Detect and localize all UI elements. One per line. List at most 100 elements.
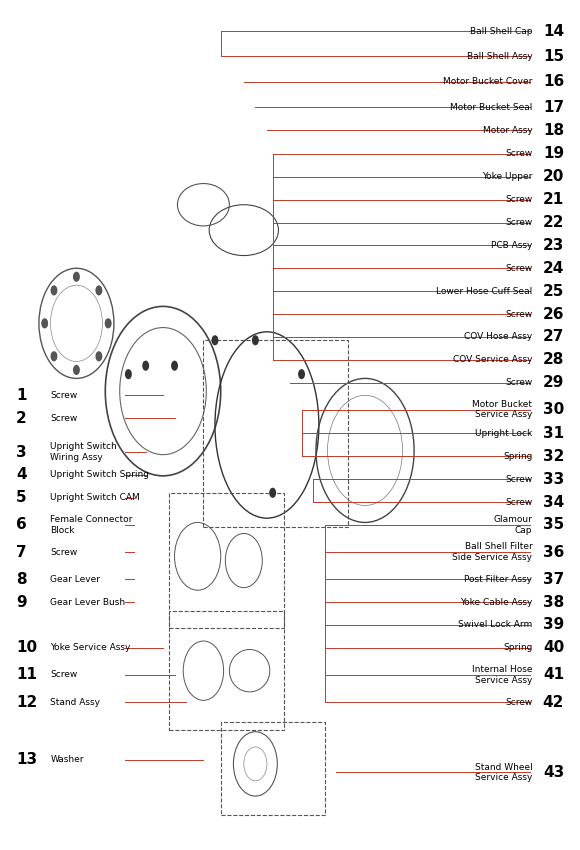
Circle shape — [73, 272, 80, 282]
Text: 33: 33 — [543, 472, 564, 487]
Text: Ball Shell Cap: Ball Shell Cap — [470, 26, 532, 36]
Text: 12: 12 — [16, 694, 37, 710]
Text: 18: 18 — [543, 122, 564, 138]
Text: Screw: Screw — [505, 218, 532, 227]
Text: Screw: Screw — [505, 497, 532, 507]
Text: Screw: Screw — [505, 474, 532, 484]
Circle shape — [96, 351, 102, 361]
Text: 1: 1 — [16, 388, 26, 403]
Text: COV Hose Assy: COV Hose Assy — [464, 332, 532, 342]
Text: Washer: Washer — [50, 755, 84, 764]
Text: 43: 43 — [543, 765, 564, 779]
Text: Upright Lock: Upright Lock — [475, 429, 532, 438]
Text: 26: 26 — [543, 307, 564, 321]
Text: 29: 29 — [543, 375, 564, 390]
Text: Screw: Screw — [505, 309, 532, 319]
Text: 19: 19 — [543, 146, 564, 162]
Text: COV Service Assy: COV Service Assy — [453, 355, 532, 365]
Text: 17: 17 — [543, 99, 564, 115]
Text: 42: 42 — [543, 694, 564, 710]
Text: Yoke Service Assy: Yoke Service Assy — [50, 643, 131, 652]
Text: 25: 25 — [543, 284, 564, 298]
Text: Swivel Lock Arm: Swivel Lock Arm — [458, 620, 532, 630]
Bar — [169, 493, 284, 628]
Text: 11: 11 — [16, 667, 37, 683]
Text: 7: 7 — [16, 545, 27, 559]
Text: Gear Lever Bush: Gear Lever Bush — [50, 598, 126, 607]
Text: Yoke Cable Assy: Yoke Cable Assy — [460, 598, 532, 607]
Text: Ball Shell Assy: Ball Shell Assy — [467, 52, 532, 61]
Text: 16: 16 — [543, 75, 564, 89]
Text: Internal Hose
Service Assy: Internal Hose Service Assy — [472, 666, 532, 684]
Text: Female Connector
Block: Female Connector Block — [50, 515, 133, 535]
Circle shape — [96, 286, 102, 296]
Text: 14: 14 — [543, 24, 564, 38]
Text: Glamour
Cap: Glamour Cap — [494, 515, 532, 535]
Text: PCB Assy: PCB Assy — [491, 241, 532, 250]
Text: Screw: Screw — [50, 391, 78, 399]
Text: Spring: Spring — [503, 452, 532, 461]
Text: Screw: Screw — [50, 414, 78, 422]
Text: 31: 31 — [543, 426, 564, 441]
Text: 35: 35 — [543, 518, 564, 532]
Text: 40: 40 — [543, 640, 564, 655]
Circle shape — [105, 318, 111, 328]
Text: 5: 5 — [16, 490, 27, 506]
Text: 24: 24 — [543, 261, 564, 275]
Circle shape — [171, 360, 178, 371]
Circle shape — [298, 369, 305, 379]
Text: Stand Wheel
Service Assy: Stand Wheel Service Assy — [474, 762, 532, 782]
Text: 39: 39 — [543, 617, 564, 632]
Text: 8: 8 — [16, 572, 27, 586]
Text: Screw: Screw — [50, 671, 78, 679]
Text: 13: 13 — [16, 752, 37, 768]
Text: 34: 34 — [543, 495, 564, 510]
Text: Upright Switch CAM: Upright Switch CAM — [50, 493, 140, 502]
Text: 9: 9 — [16, 594, 27, 609]
Text: Motor Bucket
Service Assy: Motor Bucket Service Assy — [473, 400, 532, 419]
Text: Spring: Spring — [503, 643, 532, 652]
Text: Screw: Screw — [50, 547, 78, 557]
Bar — [169, 611, 284, 730]
Circle shape — [269, 488, 276, 498]
Text: Motor Bucket Cover: Motor Bucket Cover — [443, 77, 532, 87]
Circle shape — [73, 365, 80, 375]
Text: Screw: Screw — [505, 698, 532, 706]
Text: Motor Assy: Motor Assy — [483, 126, 532, 134]
Text: Motor Bucket Seal: Motor Bucket Seal — [450, 103, 532, 112]
Text: 36: 36 — [543, 545, 564, 559]
Circle shape — [142, 360, 149, 371]
Text: 4: 4 — [16, 468, 27, 483]
Circle shape — [252, 335, 259, 345]
Text: 38: 38 — [543, 594, 564, 609]
Text: Screw: Screw — [505, 150, 532, 158]
Text: Screw: Screw — [505, 378, 532, 387]
Circle shape — [50, 351, 57, 361]
Text: 37: 37 — [543, 572, 564, 586]
Text: Gear Lever: Gear Lever — [50, 575, 100, 584]
Text: Stand Assy: Stand Assy — [50, 698, 100, 706]
Text: 23: 23 — [543, 238, 564, 253]
Text: 32: 32 — [543, 449, 564, 464]
Text: Screw: Screw — [505, 196, 532, 204]
Text: 41: 41 — [543, 667, 564, 683]
Text: Ball Shell Filter
Side Service Assy: Ball Shell Filter Side Service Assy — [452, 542, 532, 562]
Text: Yoke Upper: Yoke Upper — [482, 173, 532, 181]
Text: 28: 28 — [543, 352, 564, 367]
Bar — [204, 340, 348, 527]
Circle shape — [41, 318, 48, 328]
Text: Upright Switch
Wiring Assy: Upright Switch Wiring Assy — [50, 442, 117, 462]
Bar — [221, 722, 325, 814]
Text: Lower Hose Cuff Seal: Lower Hose Cuff Seal — [436, 286, 532, 296]
Text: 15: 15 — [543, 49, 564, 64]
Text: 6: 6 — [16, 518, 27, 532]
Text: 30: 30 — [543, 402, 564, 417]
Text: 2: 2 — [16, 411, 27, 426]
Text: 21: 21 — [543, 192, 564, 207]
Text: 22: 22 — [543, 215, 564, 230]
Circle shape — [125, 369, 132, 379]
Text: 10: 10 — [16, 640, 37, 655]
Circle shape — [50, 286, 57, 296]
Text: Upright Switch Spring: Upright Switch Spring — [50, 471, 150, 479]
Text: Post Filter Assy: Post Filter Assy — [465, 575, 532, 584]
